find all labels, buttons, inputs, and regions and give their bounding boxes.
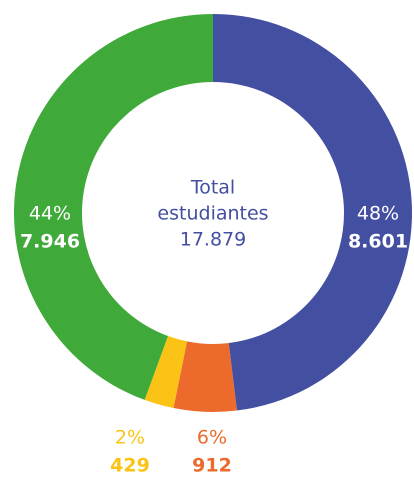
donut-segment — [144, 336, 187, 409]
center-label: estudiantes — [157, 203, 268, 225]
total-label: 17.879 — [180, 229, 246, 251]
donut-segment — [13, 14, 213, 400]
value-label: 429 — [110, 455, 150, 477]
donut-segment — [173, 341, 237, 412]
value-label: 912 — [192, 455, 232, 477]
center-label: Total — [190, 177, 235, 199]
percentage-label: 48% — [357, 203, 399, 225]
donut-segment — [213, 14, 412, 411]
value-label: 8.601 — [348, 231, 408, 253]
percentage-label: 44% — [29, 203, 71, 225]
value-label: 7.946 — [20, 231, 80, 253]
percentage-label: 6% — [197, 427, 227, 449]
percentage-label: 2% — [115, 427, 145, 449]
